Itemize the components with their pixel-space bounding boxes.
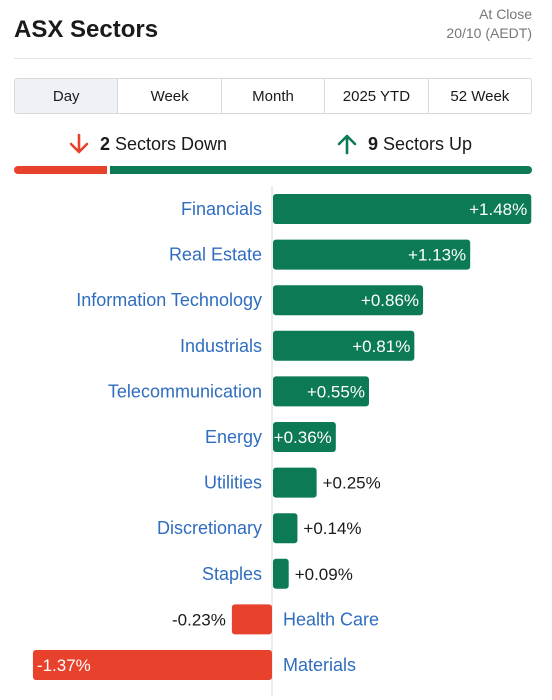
ratio-bar-down: [14, 166, 107, 174]
up-down-ratio-bar: [14, 166, 532, 174]
arrow-down-icon: [69, 133, 89, 154]
tab-ytd[interactable]: 2025 YTD: [324, 79, 427, 113]
header-divider: [14, 58, 532, 59]
ratio-bar-up: [110, 166, 532, 174]
arrow-up-icon: [337, 134, 357, 155]
bar-utilities[interactable]: [273, 467, 317, 498]
sector-summary: 2 Sectors Down 9 Sectors Up: [14, 130, 532, 160]
sectors-down-label: Sectors Down: [115, 133, 228, 154]
period-tabs: Day Week Month 2025 YTD 52 Week: [14, 78, 532, 114]
value-label: +0.09%: [295, 565, 353, 584]
bar-materials[interactable]: [32, 650, 273, 680]
value-label: +0.14%: [303, 519, 361, 538]
value-label: -0.23%: [172, 610, 226, 629]
status-timestamp: 20/10 (AEDT): [446, 25, 532, 41]
bar-health-care[interactable]: [231, 604, 272, 635]
value-label: -1.37%: [37, 656, 91, 675]
sectors-up-summary: 9 Sectors Up: [336, 133, 472, 155]
category-label: Materials: [283, 655, 356, 675]
market-status: At Close 20/10 (AEDT): [446, 5, 532, 43]
category-label: Discretionary: [157, 518, 262, 538]
header: ASX Sectors At Close 20/10 (AEDT): [14, 0, 532, 58]
bar-discretionary[interactable]: [273, 513, 298, 544]
bar-financials[interactable]: [273, 194, 532, 224]
tab-52-week[interactable]: 52 Week: [427, 79, 531, 113]
sectors-down-count: 2: [100, 133, 111, 154]
bar-information-technology[interactable]: [273, 285, 424, 316]
tab-month[interactable]: Month: [220, 79, 324, 113]
category-label: Real Estate: [169, 245, 262, 265]
value-label: +1.13%: [408, 246, 466, 265]
category-label: Industrials: [180, 336, 262, 356]
bar-industrials[interactable]: [273, 330, 415, 361]
sectors-down-summary: 2 Sectors Down: [68, 133, 227, 155]
value-label: +0.81%: [352, 337, 410, 356]
category-label: Staples: [202, 564, 262, 584]
category-label: Telecommunication: [108, 381, 262, 401]
value-label: +0.86%: [361, 291, 419, 310]
category-label: Information Technology: [76, 290, 262, 310]
page-title: ASX Sectors: [14, 16, 159, 43]
sectors-up-label: Sectors Up: [383, 133, 473, 154]
value-label: +0.36%: [274, 428, 332, 447]
sectors-up-count: 9: [368, 133, 379, 154]
bar-telecommunication[interactable]: [273, 376, 369, 407]
value-label: +0.25%: [323, 474, 381, 493]
tab-day[interactable]: Day: [15, 79, 118, 113]
status-label: At Close: [479, 6, 532, 22]
category-label: Health Care: [283, 609, 379, 629]
bar-energy[interactable]: [273, 422, 336, 452]
category-label: Financials: [181, 199, 262, 219]
tab-week[interactable]: Week: [117, 79, 220, 113]
bar-real-estate[interactable]: [273, 239, 471, 270]
value-label: +1.48%: [469, 200, 527, 219]
category-label: Energy: [205, 427, 262, 447]
bar-staples[interactable]: [273, 558, 289, 589]
category-label: Utilities: [204, 473, 262, 493]
value-label: +0.55%: [307, 382, 365, 401]
